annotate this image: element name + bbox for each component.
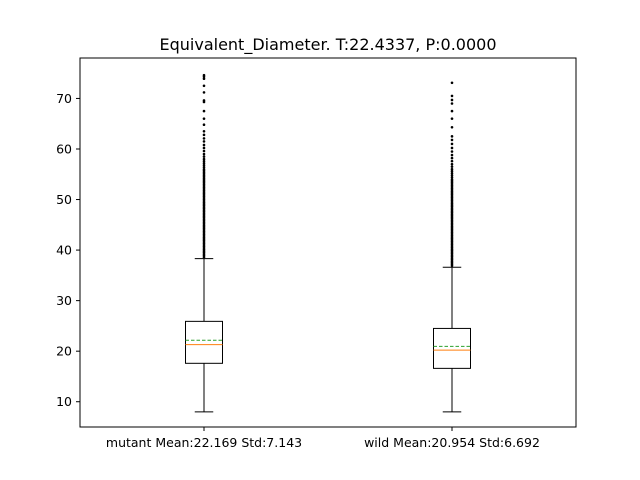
- outlier-point: [450, 153, 454, 157]
- outlier-point: [202, 140, 206, 143]
- outlier-point: [450, 169, 454, 173]
- outlier-point: [450, 175, 454, 179]
- outlier-point: [202, 137, 206, 140]
- outlier-point: [202, 84, 206, 88]
- outlier-point: [202, 163, 206, 167]
- outlier-point: [202, 73, 206, 77]
- outlier-point: [450, 135, 454, 138]
- outlier-point: [202, 91, 206, 94]
- outlier-point: [450, 146, 454, 150]
- axis-ticks: 10 20 30 40 50 60 70 mutant Mean:22.169 Std:7.1…: [56, 91, 540, 450]
- outlier-point: [202, 143, 206, 147]
- chart-title: Equivalent_Diameter. T:22.4337, P:0.0000: [160, 35, 497, 55]
- y-tick-label: 10: [56, 394, 72, 409]
- outlier-point: [202, 77, 206, 81]
- box-group: [433, 81, 471, 413]
- y-tick-label: 70: [56, 91, 72, 106]
- y-tick-label: 40: [56, 243, 72, 258]
- outlier-point: [450, 173, 454, 177]
- outlier-point: [202, 165, 206, 169]
- iqr-box: [185, 320, 223, 364]
- outlier-point: [450, 150, 454, 153]
- outlier-point: [450, 167, 454, 171]
- outlier-point: [202, 149, 206, 153]
- outlier-point: [202, 146, 206, 150]
- y-tick-label: 50: [56, 192, 72, 207]
- outlier-point: [450, 178, 454, 181]
- outlier-point: [450, 165, 454, 168]
- outlier-point: [202, 109, 206, 113]
- outlier-point: [450, 81, 454, 85]
- outlier-point: [450, 102, 454, 105]
- x-tick-label: mutant Mean:22.169 Std:7.143: [106, 435, 302, 450]
- outlier-point: [450, 156, 454, 160]
- outlier-point: [202, 133, 206, 137]
- outlier-point: [450, 117, 454, 120]
- plot-frame: [79, 57, 577, 428]
- box-group: [185, 73, 223, 413]
- outlier-point: [202, 129, 206, 133]
- outlier-point: [202, 157, 206, 161]
- outlier-point: [450, 94, 454, 98]
- outlier-point: [202, 99, 206, 102]
- outlier-point: [202, 161, 206, 165]
- outlier-point: [202, 117, 206, 120]
- outlier-point: [450, 138, 454, 142]
- outlier-point: [450, 171, 454, 175]
- outlier-point: [450, 125, 454, 129]
- outlier-point: [450, 109, 454, 113]
- iqr-box: [433, 327, 471, 369]
- outlier-point: [202, 159, 206, 163]
- y-tick-label: 30: [56, 293, 72, 308]
- x-tick-label: wild Mean:20.954 Std:6.692: [364, 435, 540, 450]
- outlier-point: [202, 123, 206, 127]
- outlier-point: [450, 142, 454, 146]
- outlier-point: [202, 155, 206, 158]
- outlier-point: [450, 98, 454, 102]
- outlier-point: [202, 152, 206, 156]
- outlier-point: [450, 159, 454, 163]
- outlier-point: [450, 162, 454, 166]
- box-series: [185, 73, 471, 413]
- y-tick-label: 60: [56, 141, 72, 156]
- outlier-point: [202, 167, 206, 171]
- y-tick-label: 20: [56, 344, 72, 359]
